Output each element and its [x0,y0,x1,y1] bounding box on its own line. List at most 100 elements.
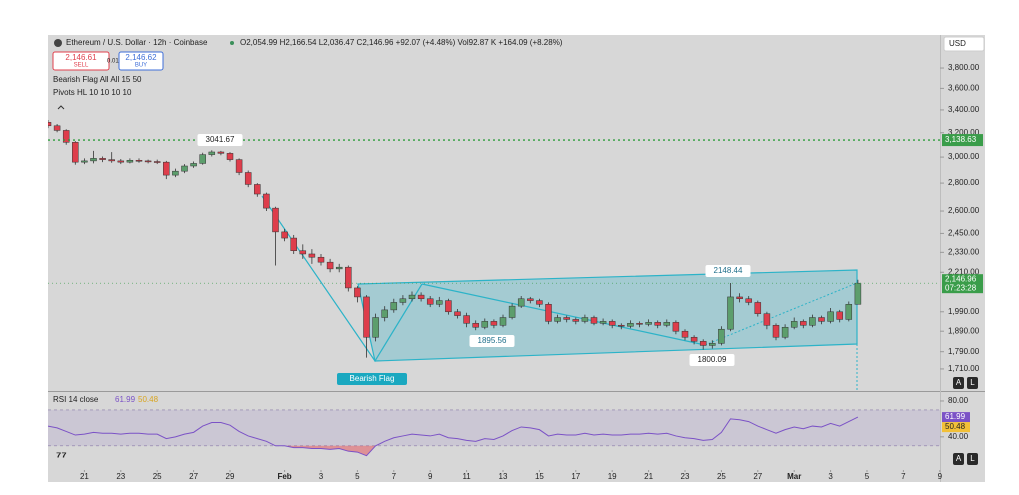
candle-body [244,172,252,185]
sell-button[interactable] [52,51,110,71]
candle-body [272,207,279,233]
sell-label: SELL [74,63,89,69]
candle-body [390,302,398,311]
x-tick-label: 5 [355,472,360,481]
candle-body [699,341,707,346]
currency-select[interactable] [943,36,985,52]
candle-body [363,296,370,338]
y-tick-label: 1,710.00 [948,364,980,373]
candle-body [426,298,434,305]
candle-body [153,161,161,163]
rsi-ma-tag [942,422,970,433]
candle-body [827,311,834,322]
annotation: 1800.09 [698,355,727,364]
candle-body [681,330,689,338]
candle-body [436,300,443,305]
candle-body [354,287,361,298]
x-tick-label: 3 [828,472,833,481]
control-label: A [956,454,962,463]
candle-body [190,163,197,167]
candle-body [672,322,680,332]
control-button[interactable] [953,377,964,389]
x-tick-label: 23 [681,472,690,481]
control-label: L [970,378,975,387]
x-tick-label: 19 [608,472,617,481]
candle-body [536,300,543,305]
x-tick-label: 29 [226,472,235,481]
control-button[interactable] [967,377,978,389]
candle-body [554,317,561,322]
candle-body [463,315,470,324]
y-tick-label: 3,400.00 [948,105,980,114]
candle-body [163,161,170,176]
candle-body [490,321,498,326]
rsi-title-value: 61.99 [115,395,136,404]
buy-button[interactable] [118,51,164,71]
y-tick-label: 2,210.00 [948,267,980,276]
annotation-box [689,354,735,366]
y-tick-label: 3,800.00 [948,63,980,72]
currency: USD [949,39,966,48]
annotation-box [705,265,751,277]
indicator-label: Bearish Flag All All 15 50 [53,75,142,84]
candle-body [454,311,461,316]
x-tick-label: 13 [499,472,508,481]
candle-body [599,321,607,324]
y-tick-label: 1,890.00 [948,326,980,335]
candle-body [90,158,97,162]
candle-body [690,336,698,342]
candle-body [527,298,534,301]
candle-body [72,142,79,163]
candle-body [281,231,288,239]
candle-body [790,321,798,328]
candle-body [235,159,243,173]
x-tick-label: 21 [80,472,89,481]
candle-body [763,313,771,326]
rsi-line [48,416,859,457]
x-tick-label: 23 [116,472,125,481]
control-button[interactable] [967,453,978,465]
candle-body [590,317,598,324]
candle-body [472,323,479,328]
control-label: L [970,454,975,463]
buy-price: 2,146.62 [125,53,157,62]
flag-line [421,283,706,346]
control-button[interactable] [953,453,964,465]
candle-body [754,302,762,314]
x-tick-label: 7 [392,472,397,481]
candle-body [181,165,188,172]
candle-body [372,317,379,338]
collapse-icon[interactable] [57,105,65,110]
indicator-label: Pivots HL 10 10 10 10 [53,88,132,97]
y-tick-label: 3,000.00 [948,152,980,161]
x-tick-label: Feb [277,472,291,481]
annotation: Bearish Flag [350,374,395,383]
candle-body [217,151,225,154]
x-tick-label: 15 [535,472,544,481]
candle-body [636,323,643,325]
x-tick-label: 25 [153,472,162,481]
x-tick-label: 27 [189,472,198,481]
candle-body [645,322,652,325]
annotation: 3041.67 [206,135,235,144]
candle-body [317,256,325,263]
candle-body [299,250,307,255]
candle-body [62,130,70,143]
candle-body [199,154,206,164]
candle-body [709,343,716,346]
candle-body [517,298,525,307]
y-tick-label: 2,330.00 [948,247,980,256]
y-tick-label: 1,790.00 [948,347,980,356]
candle-body [81,160,88,163]
y-tick-label: 2,800.00 [948,178,980,187]
candle-body [663,322,671,326]
countdown: 07:23:28 [945,283,977,292]
chart-background [48,35,985,482]
ohlc: O2,054.99 H2,166.54 L2,036.47 C2,146.96 … [240,38,563,47]
candle-body [581,317,589,322]
candle-body [263,193,270,209]
x-tick-label: 25 [717,472,726,481]
candle-body [627,323,634,327]
rsi-title-ma: 50.48 [138,395,159,404]
